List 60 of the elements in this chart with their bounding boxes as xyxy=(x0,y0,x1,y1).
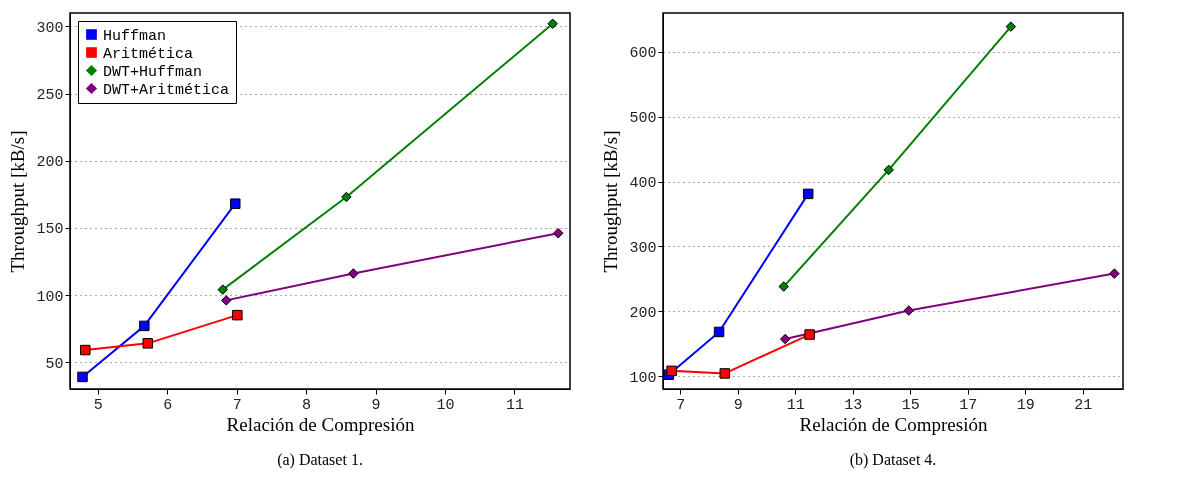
point xyxy=(666,365,677,377)
point xyxy=(883,164,894,176)
x-tick-label: 11 xyxy=(505,396,524,414)
point xyxy=(778,281,789,292)
y-tick-label: 300 xyxy=(36,19,64,37)
x-tick-label: 7 xyxy=(676,396,686,414)
point xyxy=(139,320,150,332)
y-tick-label: 600 xyxy=(629,45,657,63)
x-tick-label: 6 xyxy=(163,396,173,414)
point xyxy=(719,368,731,379)
point xyxy=(217,284,229,295)
x-tick-label: 7 xyxy=(232,396,242,414)
x-tick-label: 17 xyxy=(959,396,978,414)
point xyxy=(804,329,815,340)
y-tick-label: 400 xyxy=(629,175,657,193)
point xyxy=(779,333,791,345)
y-tick-label: 50 xyxy=(45,355,64,373)
point xyxy=(341,191,352,203)
y-tick-label: 500 xyxy=(629,110,657,128)
point xyxy=(713,326,725,338)
point xyxy=(232,309,243,321)
point xyxy=(1109,268,1120,279)
point xyxy=(802,188,814,200)
point xyxy=(348,268,359,279)
x-tick-label: 8 xyxy=(302,396,312,414)
point xyxy=(221,295,232,306)
y-axis-title: Throughput [kB/s] xyxy=(600,130,622,273)
y-tick-label: 300 xyxy=(629,239,657,257)
x-tick-label: 19 xyxy=(1016,396,1035,414)
point xyxy=(77,371,88,383)
point xyxy=(903,305,915,316)
point xyxy=(142,338,154,349)
text: (a) Dataset 1. xyxy=(277,451,363,469)
point xyxy=(80,344,91,356)
y-axis-title: Throughput [kB/s] xyxy=(7,130,29,273)
x-tick-label: 9 xyxy=(371,396,381,414)
point xyxy=(547,18,558,29)
y-tick-label: 200 xyxy=(629,304,657,322)
legend-label: DWT+Huffman xyxy=(103,63,203,81)
x-axis-title: Relación de Compresión xyxy=(799,413,988,435)
x-tick-label: 5 xyxy=(93,396,103,414)
x-tick-label: 9 xyxy=(733,396,743,414)
point xyxy=(230,198,241,209)
y-tick-label: 100 xyxy=(629,369,657,387)
legend-label: Huffman xyxy=(103,27,167,45)
x-tick-label: 21 xyxy=(1074,396,1093,414)
y-tick-label: 100 xyxy=(36,288,64,306)
y-tick-label: 200 xyxy=(36,154,64,172)
x-tick-label: 11 xyxy=(786,396,805,414)
text: (b) Dataset 4. xyxy=(849,451,937,469)
point xyxy=(1005,21,1017,32)
y-tick-label: 250 xyxy=(36,87,64,105)
legend-label: DWT+Aritmética xyxy=(103,81,230,99)
point xyxy=(552,227,564,239)
x-axis-title: Relación de Compresión xyxy=(226,413,415,435)
y-tick-label: 150 xyxy=(36,221,64,239)
x-tick-label: 10 xyxy=(436,396,455,414)
x-tick-label: 15 xyxy=(901,396,920,414)
legend-label: Aritmética xyxy=(103,45,194,63)
x-tick-label: 13 xyxy=(844,396,863,414)
